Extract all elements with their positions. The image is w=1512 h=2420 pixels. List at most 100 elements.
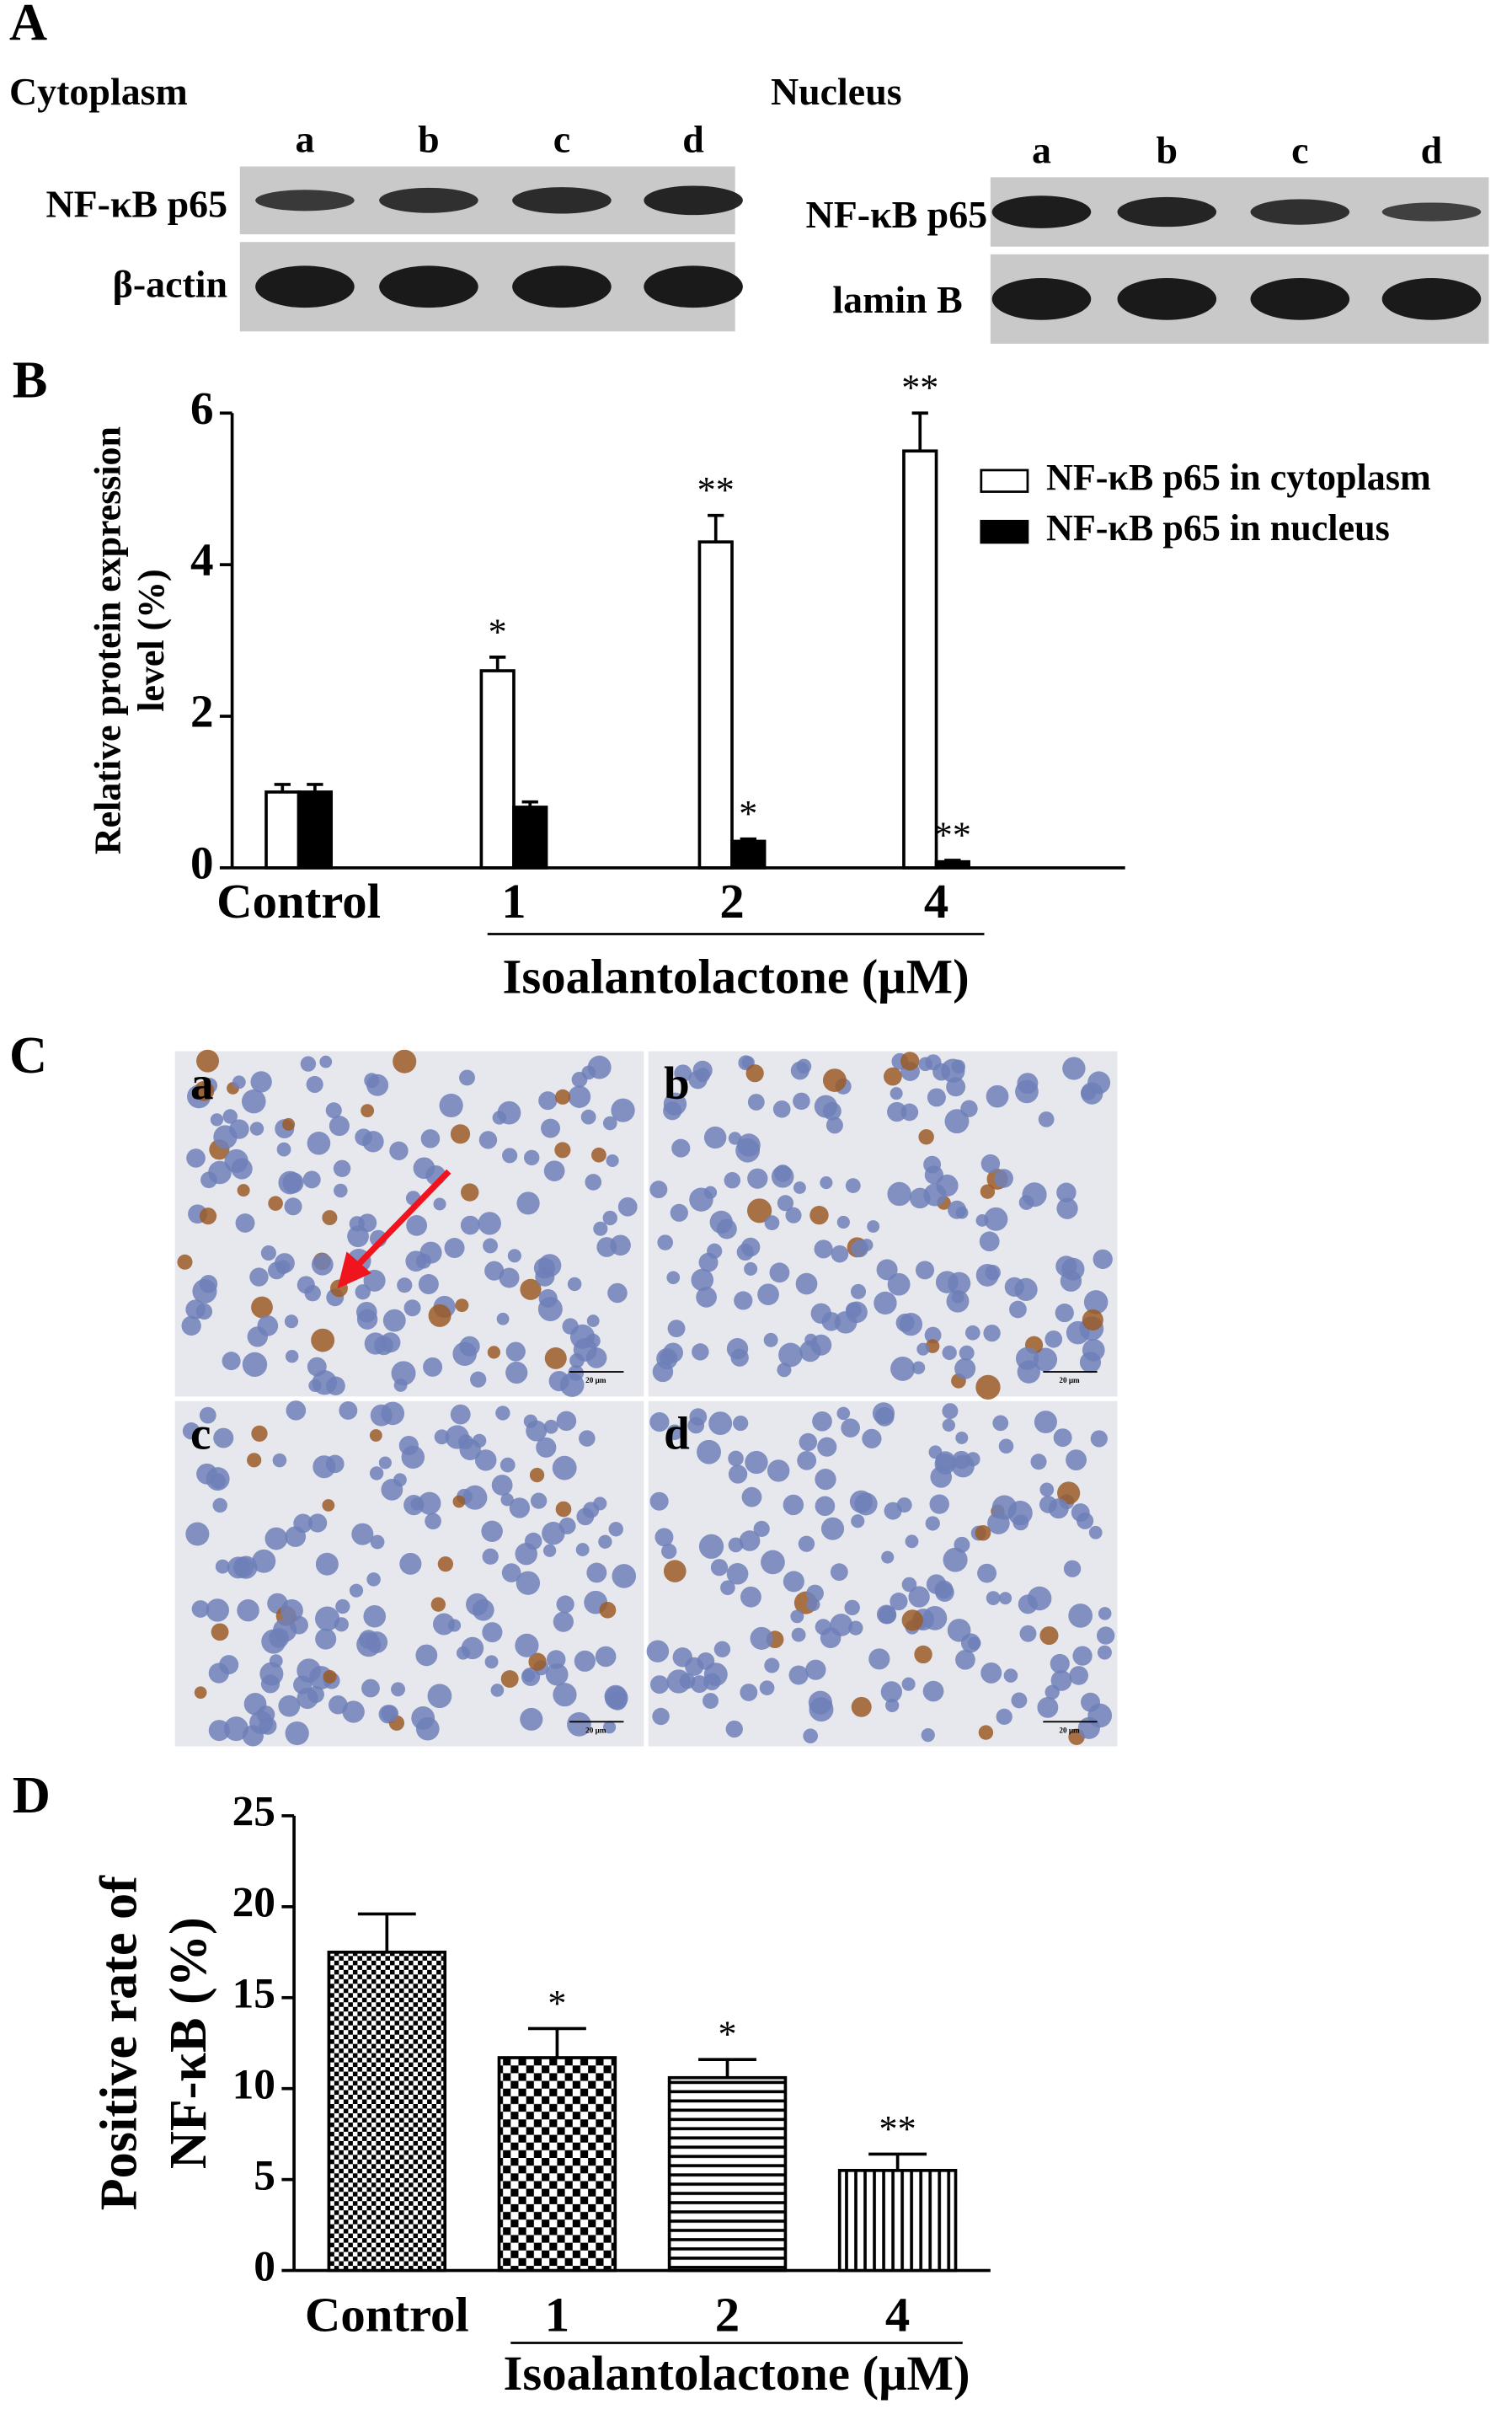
image-label: b: [664, 1057, 690, 1109]
cell: [980, 1662, 1002, 1684]
cell: [591, 1147, 606, 1163]
y-tick-label: 0: [254, 2242, 275, 2290]
cell: [1017, 1360, 1041, 1384]
cell: [252, 1549, 276, 1573]
cell: [809, 1205, 829, 1225]
cell: [452, 1495, 466, 1508]
cell: [922, 1606, 948, 1630]
cell: [1038, 1111, 1055, 1127]
cell: [1037, 1696, 1059, 1718]
cell: [461, 1636, 484, 1660]
cell: [733, 1415, 749, 1432]
cell: [799, 1340, 821, 1363]
cell: [444, 1238, 465, 1258]
cell: [980, 1154, 1001, 1174]
cell: [349, 1216, 365, 1232]
cell: [293, 1513, 313, 1534]
blot-band: [991, 278, 1092, 320]
cell: [213, 1427, 234, 1448]
cell: [975, 1524, 991, 1541]
cell: [500, 1493, 514, 1507]
cell: [391, 1682, 406, 1697]
cell: [554, 1142, 571, 1159]
cell: [1039, 1496, 1057, 1513]
cell: [483, 1238, 499, 1254]
cell: [1050, 1653, 1070, 1673]
cell: [697, 1439, 721, 1464]
cell: [215, 1559, 230, 1574]
cell: [1033, 1347, 1058, 1372]
cell: [308, 1379, 322, 1392]
cell: [890, 1356, 916, 1381]
cell: [432, 1613, 456, 1636]
cell: [750, 1626, 773, 1650]
cell: [848, 1620, 863, 1636]
cell: [977, 1563, 997, 1583]
cell: [273, 1618, 297, 1642]
cell: [242, 1352, 268, 1377]
cell: [538, 1091, 558, 1111]
cell: [391, 1361, 416, 1386]
cell: [608, 1522, 623, 1537]
cell: [199, 1207, 217, 1225]
cell: [914, 1645, 932, 1664]
cell: [793, 1181, 806, 1194]
blot-band: [1381, 202, 1482, 222]
cell: [1030, 1454, 1047, 1470]
cell: [447, 1619, 462, 1632]
cell: [747, 1198, 772, 1223]
cell: [329, 1116, 350, 1137]
cell: [850, 1283, 867, 1299]
cell: [403, 1299, 421, 1317]
cell: [437, 1556, 454, 1572]
cell: [481, 1520, 503, 1543]
cell: [433, 1197, 446, 1211]
cell: [663, 1560, 687, 1582]
cell: [607, 1282, 628, 1304]
cell: [1066, 1449, 1087, 1471]
cell: [363, 1605, 387, 1628]
cell: [237, 1599, 259, 1622]
cell: [1055, 1304, 1074, 1323]
cell: [282, 1117, 296, 1131]
cell: [764, 1215, 780, 1231]
cell: [785, 1207, 802, 1223]
bar: [497, 2056, 617, 2273]
y-axis-label: Positive rate of: [89, 1875, 147, 2210]
cell: [808, 1690, 833, 1715]
scale-bar-label: 20 μm: [585, 1376, 606, 1384]
blot-band: [644, 265, 743, 308]
cell: [213, 1125, 238, 1149]
y-tick-label: 2: [190, 686, 214, 737]
cell: [874, 1291, 897, 1315]
cell: [219, 1655, 239, 1675]
cell: [311, 1253, 334, 1276]
lane-label: d: [1421, 129, 1443, 172]
panel-label: C: [9, 1026, 47, 1084]
cell: [986, 1084, 1009, 1108]
cell: [339, 1400, 358, 1420]
cell: [994, 1169, 1013, 1188]
cell: [820, 1176, 833, 1190]
y-tick-label: 0: [190, 838, 214, 889]
blots: [239, 166, 1489, 344]
lane-label: b: [418, 118, 440, 161]
cell: [1077, 1512, 1094, 1529]
cell: [890, 1087, 903, 1100]
cell: [222, 1109, 238, 1124]
blot-band: [991, 195, 1092, 228]
panel-label: D: [13, 1766, 51, 1824]
cell: [757, 1283, 779, 1306]
cell: [545, 1663, 569, 1686]
lane-label: c: [553, 118, 570, 161]
scale-bar-label: 20 μm: [585, 1726, 606, 1734]
cell: [595, 1646, 617, 1668]
cell: [195, 1303, 213, 1320]
cell: [329, 1695, 348, 1715]
cell: [208, 1160, 232, 1185]
cell: [845, 1178, 861, 1193]
cell: [482, 1622, 503, 1643]
cell: [553, 1611, 574, 1632]
x-tick-label: 2: [719, 874, 744, 929]
cell: [979, 1231, 1000, 1252]
